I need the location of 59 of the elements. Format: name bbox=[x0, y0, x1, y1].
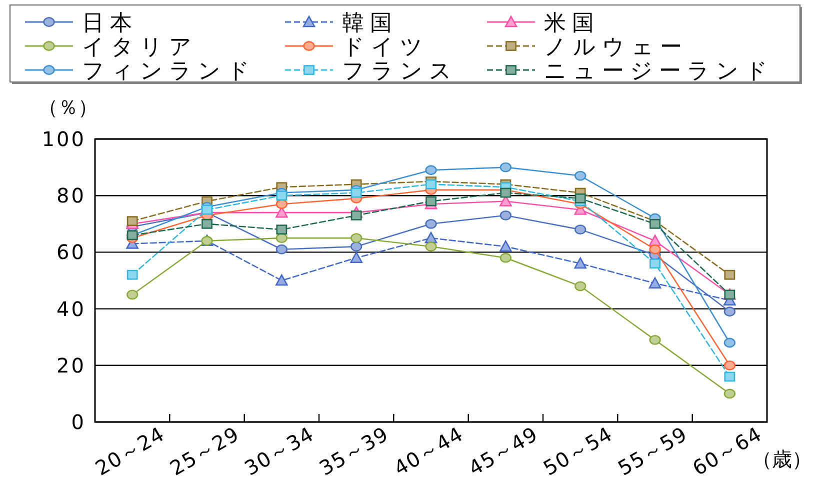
point bbox=[202, 204, 212, 215]
point bbox=[126, 270, 138, 280]
point bbox=[650, 258, 660, 268]
legend-label: 日本 bbox=[82, 11, 138, 36]
point bbox=[126, 290, 138, 300]
point bbox=[276, 274, 288, 286]
point bbox=[724, 338, 736, 348]
point bbox=[574, 257, 586, 269]
point bbox=[574, 224, 586, 235]
point bbox=[574, 170, 586, 181]
point bbox=[276, 199, 288, 210]
point bbox=[425, 242, 437, 252]
y-tick-label: 20 bbox=[56, 353, 86, 378]
point bbox=[350, 188, 362, 198]
legend-label: ニュージーランド bbox=[544, 59, 774, 84]
y-tick-label: 100 bbox=[42, 127, 86, 151]
point bbox=[724, 372, 736, 382]
point bbox=[126, 216, 138, 226]
point bbox=[276, 224, 288, 235]
point bbox=[574, 281, 586, 292]
y-tick-label: 40 bbox=[56, 296, 86, 321]
point bbox=[276, 190, 288, 201]
point bbox=[426, 179, 436, 190]
point bbox=[425, 165, 437, 176]
point bbox=[350, 233, 362, 243]
point bbox=[648, 277, 662, 288]
legend-label: フランス bbox=[342, 59, 458, 84]
legend-label: イタリア bbox=[82, 35, 198, 60]
point bbox=[724, 270, 736, 280]
point bbox=[724, 388, 736, 399]
point bbox=[649, 334, 661, 345]
legend-label: ノルウェー bbox=[544, 35, 688, 60]
point bbox=[350, 210, 362, 220]
point bbox=[724, 306, 736, 317]
point bbox=[425, 218, 437, 229]
y-tick-label: 60 bbox=[56, 240, 86, 264]
y-tick-label: 0 bbox=[71, 410, 86, 434]
legend-label: フィンランド bbox=[82, 59, 256, 84]
point bbox=[424, 232, 438, 244]
y-tick-label: 80 bbox=[56, 184, 86, 208]
point bbox=[350, 252, 362, 264]
point bbox=[650, 218, 660, 229]
point bbox=[500, 188, 512, 198]
point bbox=[500, 252, 512, 263]
point bbox=[276, 244, 288, 254]
point bbox=[649, 244, 661, 254]
point bbox=[500, 210, 512, 220]
point bbox=[276, 233, 288, 243]
legend-label: ドイツ bbox=[342, 35, 429, 60]
point bbox=[350, 242, 362, 252]
point bbox=[426, 196, 436, 206]
point bbox=[500, 240, 512, 252]
legend-label: 韓国 bbox=[342, 11, 398, 36]
y-axis-title: （％） bbox=[38, 95, 98, 119]
legend-label: 米国 bbox=[544, 11, 600, 36]
point bbox=[202, 218, 212, 229]
point bbox=[724, 360, 736, 370]
point bbox=[574, 193, 586, 204]
point bbox=[500, 162, 512, 172]
